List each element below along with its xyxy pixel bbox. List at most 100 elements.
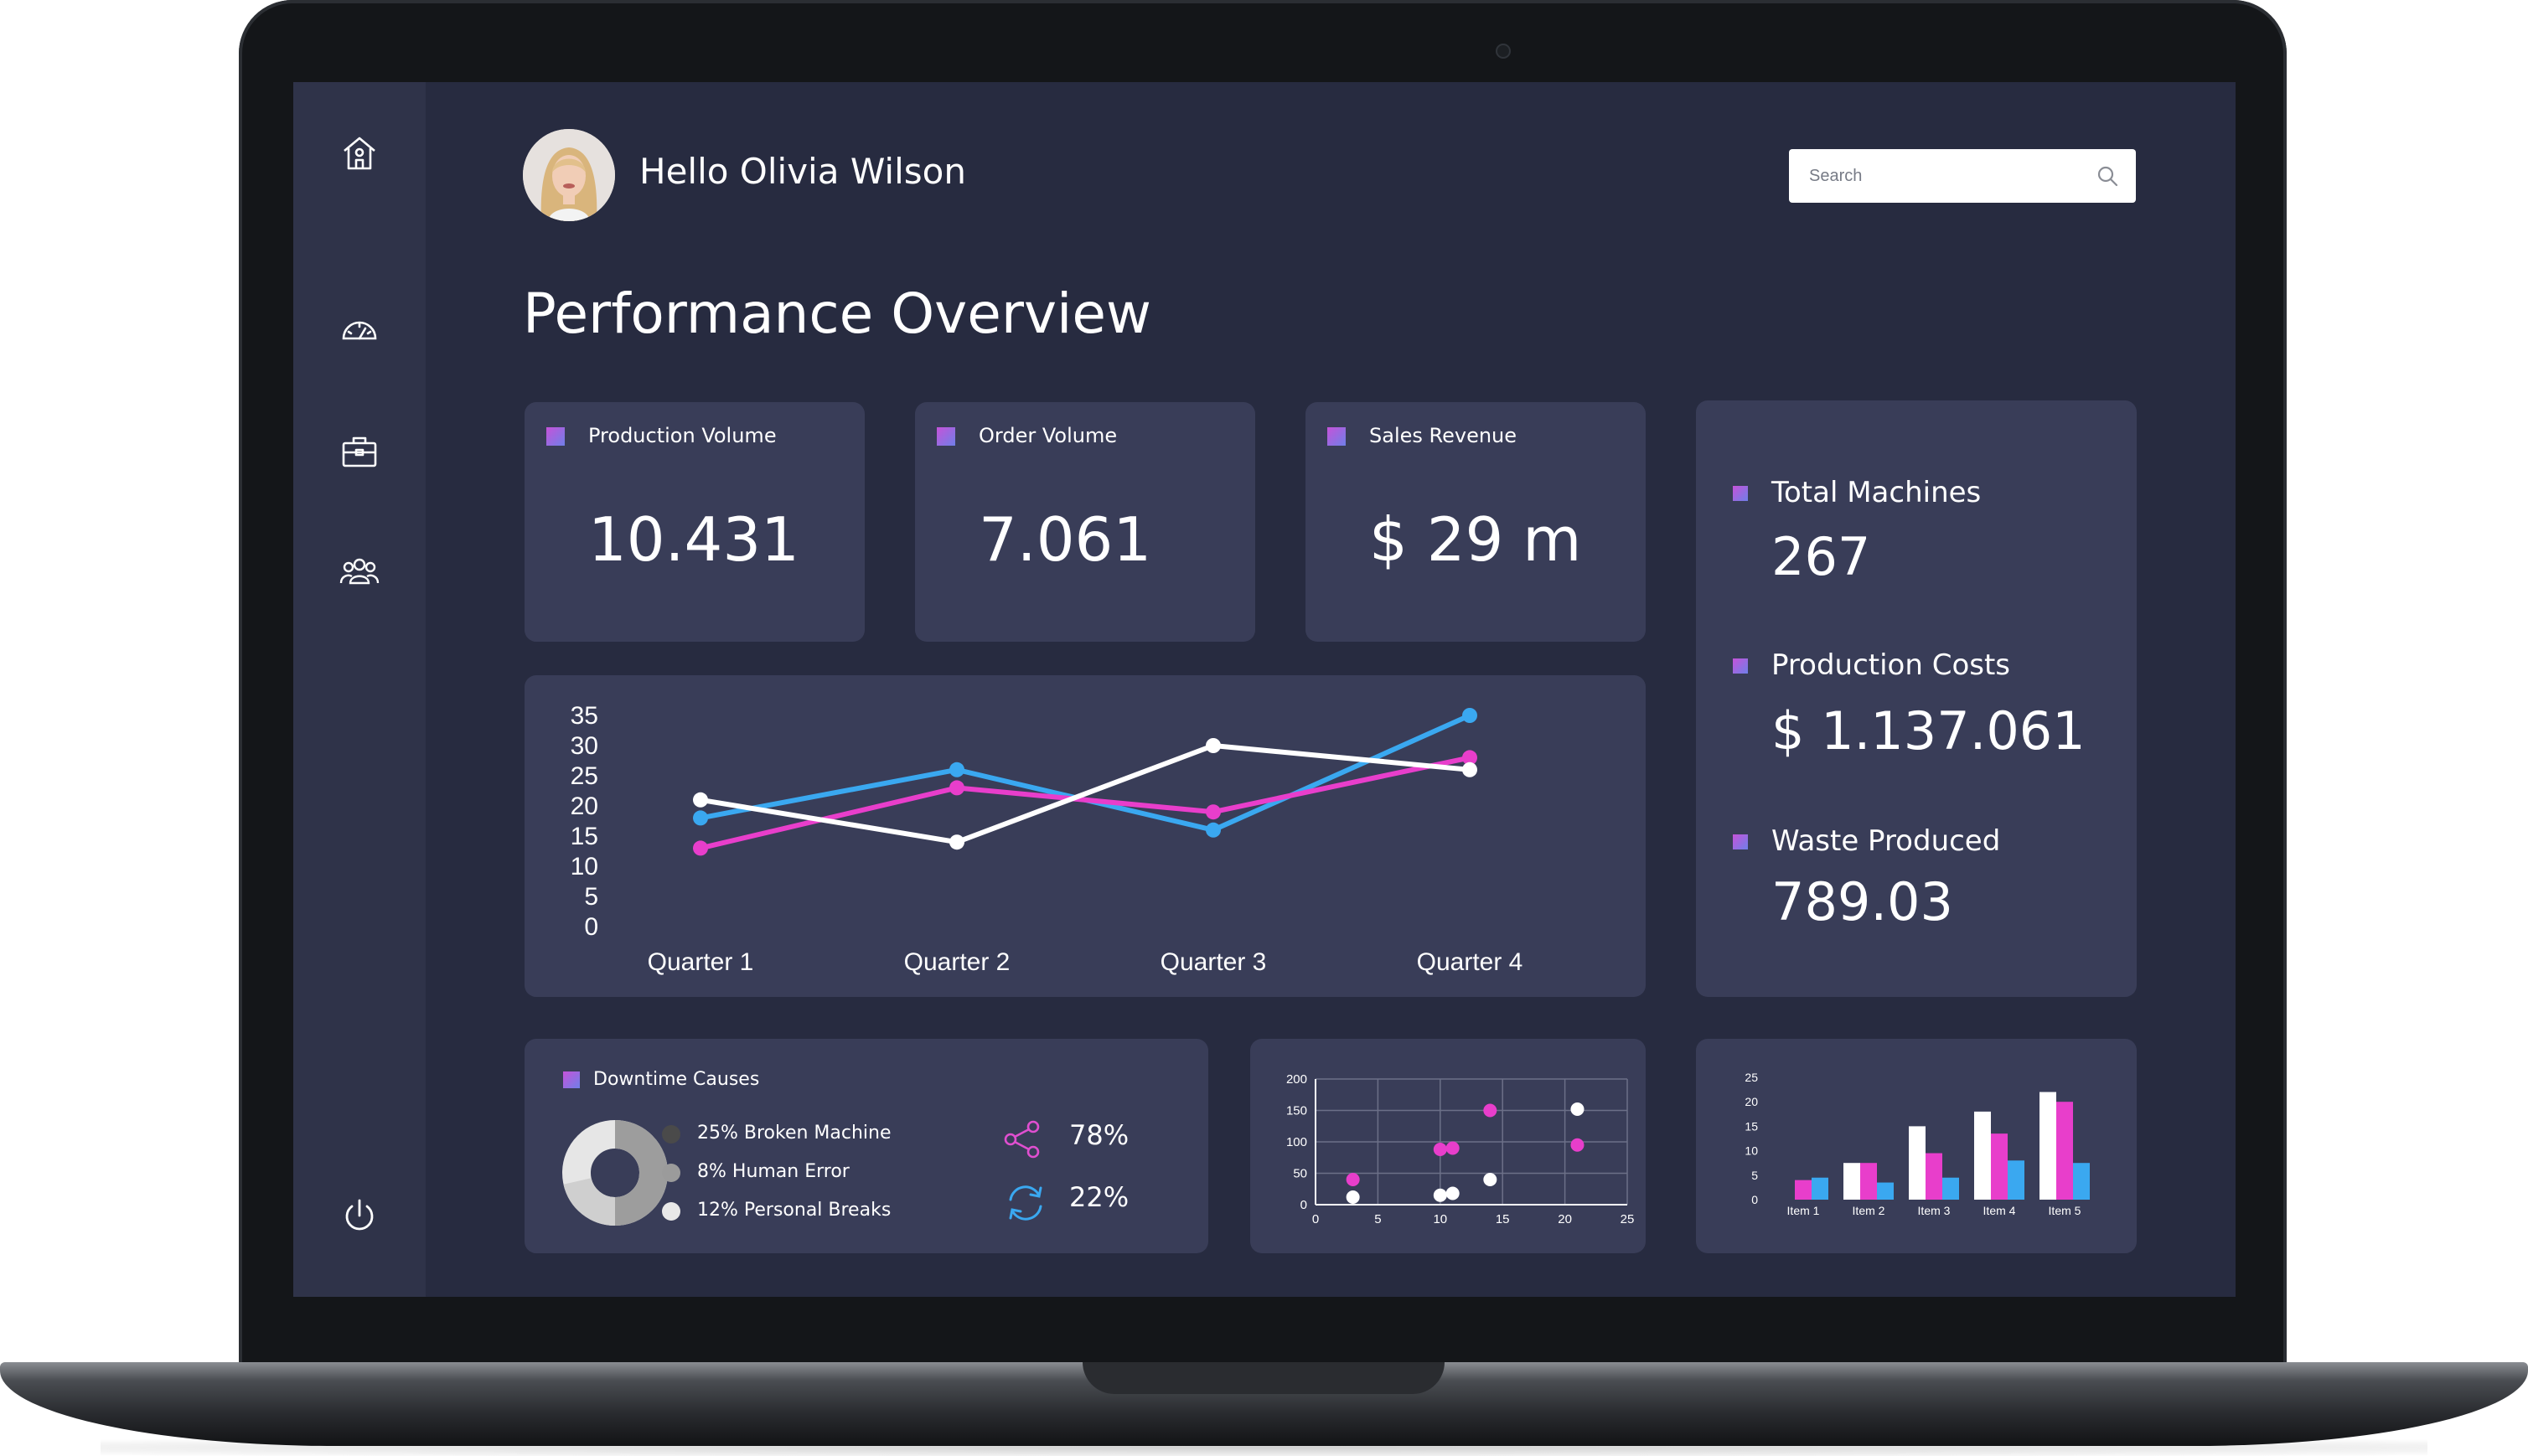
power-icon[interactable] (330, 1186, 389, 1245)
webcam (1496, 44, 1511, 59)
stat-label-text: Waste Produced (1771, 824, 2001, 858)
bar-pink (1795, 1180, 1812, 1200)
downtime-title-text: Downtime Causes (593, 1069, 760, 1090)
bar-blue (2073, 1163, 2090, 1200)
color-swatch (1733, 658, 1748, 674)
x-tick-label: 0 (1312, 1212, 1319, 1226)
downtime-card: Downtime Causes 25% Broken Machine 8% Hu… (525, 1039, 1208, 1253)
color-swatch (1327, 427, 1346, 446)
scatter-point-white (1346, 1190, 1360, 1204)
dashboard-screen: Hello Olivia Wilson Performance Overview… (293, 82, 2236, 1297)
legend-dot (662, 1125, 680, 1144)
search-box[interactable] (1789, 149, 2136, 203)
y-tick-label: 25 (1745, 1071, 1758, 1084)
kpi-card-sales-revenue: Sales Revenue $ 29 m (1305, 402, 1646, 642)
x-tick-label: 20 (1558, 1212, 1572, 1226)
y-tick-label: 30 (571, 732, 598, 760)
scatter-chart-card: 0 5 10 15 20 25 200 150 100 50 0 (1250, 1039, 1646, 1253)
bar-pink (1926, 1153, 1942, 1200)
stat-value: 789.03 (1771, 871, 1953, 932)
legend-row: 8% Human Error (662, 1161, 850, 1182)
scatter-point-pink (1346, 1173, 1360, 1186)
bar-white (1843, 1163, 1860, 1200)
kpi-card-order-volume: Order Volume 7.061 (915, 402, 1255, 642)
y-tick-label: 15 (1745, 1119, 1758, 1133)
y-tick-label: 50 (1293, 1167, 1307, 1181)
stat-label: Production Costs (1733, 648, 2010, 682)
stat-value: $ 1.137.061 (1771, 700, 2086, 762)
kpi-value: 10.431 (588, 504, 799, 575)
y-tick-label: 10 (571, 853, 598, 880)
color-swatch (1733, 486, 1748, 501)
sidebar (293, 82, 426, 1297)
data-point-pink (1462, 750, 1477, 766)
series-line-white (700, 743, 1471, 845)
bar-blue (2008, 1160, 2024, 1200)
scatter-point-pink (1445, 1141, 1460, 1155)
kpi-label: Production Volume (546, 424, 777, 447)
scatter-point-pink (1570, 1138, 1585, 1152)
scatter-point-white (1483, 1173, 1497, 1186)
y-tick-label: 15 (571, 823, 598, 850)
bar-blue (1812, 1177, 1828, 1200)
kpi-card-production-volume: Production Volume 10.431 (525, 402, 865, 642)
data-point-blue (949, 762, 964, 777)
scatter-point-pink (1483, 1103, 1497, 1118)
kpi-label-text: Sales Revenue (1369, 424, 1517, 447)
bar-chart-card: 25 20 15 10 5 0 Item 1 Item 2 Item 3 Item 4 Item 5 (1696, 1039, 2137, 1253)
color-swatch (546, 427, 565, 446)
donut-segment-broken-machine (563, 1177, 616, 1226)
line-chart-card: 35 30 25 20 15 10 5 0 Quarter 1 Quarter 2 Quarter … (525, 675, 1646, 997)
home-icon[interactable] (330, 124, 389, 183)
refresh-icon (1009, 1185, 1042, 1221)
series-line-blue (700, 713, 1471, 833)
data-point-white (1206, 738, 1221, 753)
y-tick-label: 0 (1751, 1193, 1758, 1206)
greeting-text: Hello Olivia Wilson (639, 151, 966, 192)
x-tick-label: Quarter 2 (904, 948, 1011, 976)
bar-blue (1942, 1177, 1959, 1200)
search-input[interactable] (1789, 149, 2094, 203)
y-tick-label: 5 (584, 883, 598, 911)
x-tick-label: 10 (1433, 1212, 1447, 1226)
x-tick-label: 15 (1496, 1212, 1510, 1226)
legend-dot (662, 1202, 680, 1221)
data-point-blue (1206, 822, 1221, 838)
y-tick-label: 0 (584, 913, 598, 941)
bar-pink (1860, 1163, 1877, 1200)
avatar[interactable] (523, 129, 615, 221)
legend-dot (662, 1164, 680, 1182)
stat-label: Total Machines (1733, 476, 1981, 509)
stat-value: 267 (1771, 526, 1871, 587)
refresh-percent: 22% (1069, 1181, 1130, 1213)
downtime-donut-chart (562, 1120, 668, 1226)
color-swatch (1733, 834, 1748, 849)
bar-white (2039, 1092, 2056, 1200)
kpi-label-text: Order Volume (979, 424, 1118, 447)
users-icon[interactable] (330, 543, 389, 602)
color-swatch (563, 1071, 580, 1088)
x-tick-label: Quarter 4 (1417, 948, 1523, 976)
downtime-title: Downtime Causes (563, 1069, 759, 1090)
series-line-pink (700, 755, 1471, 851)
briefcase-icon[interactable] (330, 422, 389, 481)
x-tick-label: Quarter 1 (648, 948, 754, 976)
data-point-white (1462, 762, 1477, 777)
data-point-blue (1462, 708, 1477, 723)
y-tick-label: 150 (1286, 1104, 1307, 1118)
legend-row: 12% Personal Breaks (662, 1200, 891, 1221)
data-point-white (949, 834, 964, 850)
search-icon[interactable] (2096, 164, 2119, 188)
bar-white (1909, 1126, 1926, 1200)
kpi-label-text: Production Volume (588, 424, 777, 447)
data-point-pink (949, 780, 964, 796)
bar-chart: 25 20 15 10 5 0 Item 1 Item 2 Item 3 Item 4 Item 5 (1745, 1071, 2090, 1217)
scatter-point-white (1433, 1188, 1447, 1202)
stat-label: Waste Produced (1733, 824, 2001, 858)
share-percent: 78% (1069, 1119, 1130, 1151)
bar-white (1974, 1111, 1991, 1200)
speedometer-icon[interactable] (330, 302, 389, 360)
kpi-label: Order Volume (937, 424, 1117, 447)
bar-pink (1991, 1133, 2008, 1200)
